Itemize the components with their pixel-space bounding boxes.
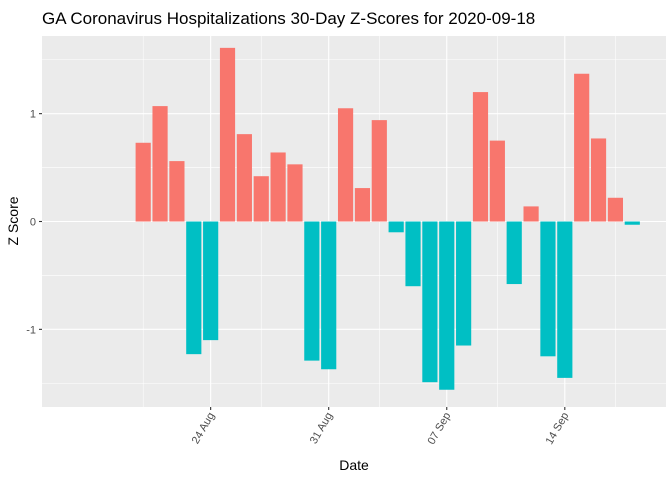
bar: [152, 106, 168, 222]
chart-title: GA Coronavirus Hospitalizations 30-Day Z…: [42, 9, 535, 28]
bar: [439, 221, 455, 390]
bar: [186, 221, 202, 355]
bar: [287, 164, 303, 222]
bar: [203, 221, 219, 341]
bar: [253, 176, 269, 222]
x-tick-label: 07 Sep: [426, 411, 454, 447]
bar: [489, 140, 505, 222]
bar: [523, 206, 539, 222]
x-axis-title: Date: [339, 457, 369, 473]
bar: [607, 197, 623, 222]
x-tick-label: 24 Aug: [190, 411, 218, 447]
bar: [456, 221, 472, 346]
y-axis-title: Z Score: [5, 196, 21, 245]
bar: [472, 92, 489, 222]
x-axis-ticks: 24 Aug 31 Aug 07 Sep 14 Sep: [190, 407, 572, 447]
bar: [388, 221, 404, 233]
bar: [304, 221, 320, 361]
bar: [506, 221, 522, 285]
y-axis-ticks: -1 0 1: [26, 109, 42, 336]
bar: [557, 221, 573, 378]
bar: [270, 152, 286, 222]
bar: [236, 134, 252, 222]
y-tick-label: 1: [30, 109, 36, 121]
bar: [422, 221, 438, 383]
bar: [135, 142, 151, 222]
y-tick-label: -1: [26, 324, 36, 336]
x-tick-label: 14 Sep: [544, 411, 572, 447]
bar: [169, 161, 185, 222]
bar: [540, 221, 556, 357]
bar: [219, 47, 236, 222]
bars: [135, 47, 640, 390]
bar: [624, 221, 640, 225]
bar: [354, 188, 371, 222]
bar: [337, 108, 354, 222]
bar: [321, 221, 337, 370]
bar: [574, 73, 590, 222]
bar: [371, 120, 387, 222]
x-tick-label: 31 Aug: [308, 411, 336, 447]
bar: [405, 221, 421, 287]
bar: [590, 138, 607, 222]
y-tick-label: 0: [30, 217, 36, 229]
